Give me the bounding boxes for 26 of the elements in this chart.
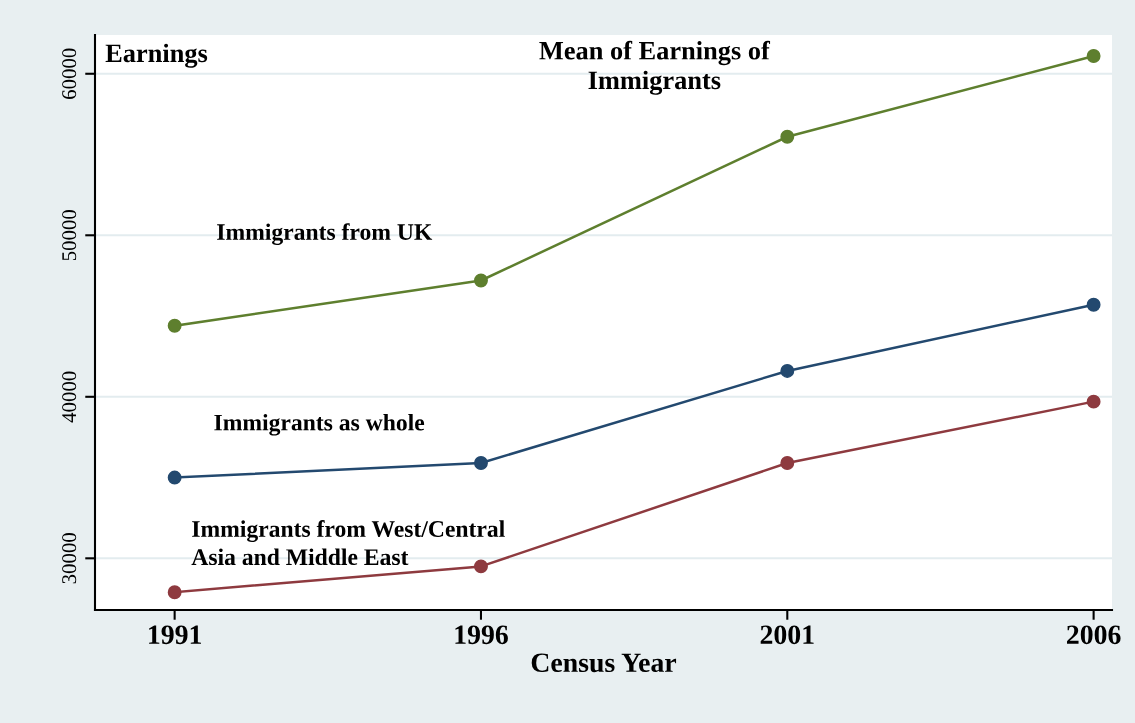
series-label: Immigrants from West/Central Asia and Middle East	[191, 520, 505, 566]
point	[167, 318, 182, 333]
point	[780, 364, 795, 378]
point	[167, 470, 182, 485]
y-tick-label: 30000	[62, 533, 77, 584]
y-tick-label: 40000	[62, 371, 77, 423]
point	[474, 273, 488, 288]
x-tick-label: 1991	[149, 625, 201, 645]
series-label: Immigrants as whole	[214, 413, 425, 436]
text: Mean of Earnings of Immigrants	[539, 40, 771, 95]
y-axis-title: Earnings	[105, 43, 208, 68]
x-tick-label: 1996	[455, 625, 508, 645]
point	[167, 585, 182, 600]
point	[474, 559, 488, 574]
y-tick-label: 50000	[62, 210, 77, 261]
point	[1086, 394, 1101, 409]
point	[780, 456, 795, 470]
x-axis-title: Census Year	[531, 653, 677, 673]
y-tick-label: 60000	[62, 48, 77, 99]
series-label: Immigrants from UK	[217, 223, 433, 245]
point	[1086, 49, 1101, 63]
point	[1086, 297, 1101, 312]
point	[474, 456, 488, 470]
point	[780, 129, 795, 144]
x-tick-label: 2006	[1067, 625, 1121, 645]
x-tick-label: 2001	[760, 625, 814, 645]
